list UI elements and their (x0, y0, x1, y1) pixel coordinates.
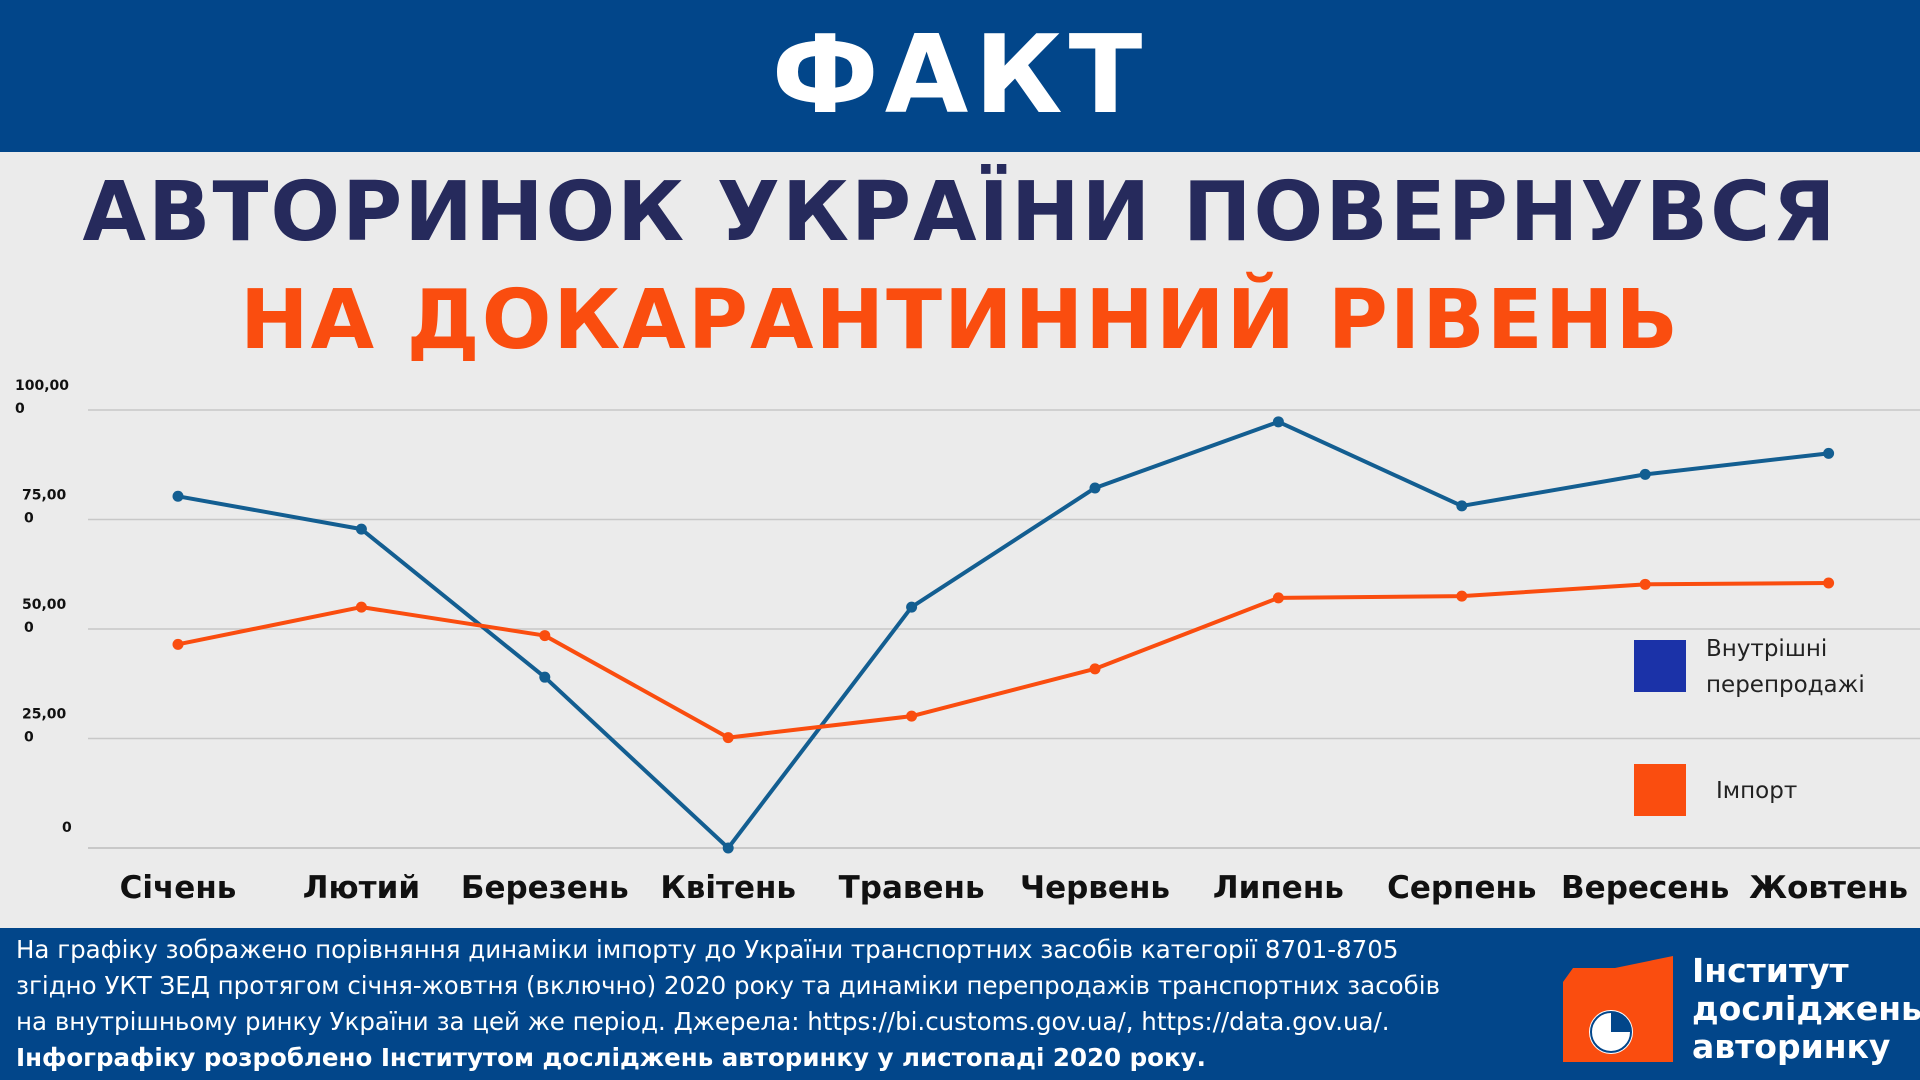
x-tick-label-6: Липень (1213, 870, 1344, 906)
series-0-point-2 (539, 671, 551, 683)
series-1-point-0 (172, 638, 184, 650)
series-0-point-1 (355, 523, 367, 535)
note-line-2: згідно УКТ ЗЕД протягом січня-жовтня (вк… (16, 971, 1441, 1000)
x-tick-label-5: Червень (1020, 870, 1170, 906)
series-0-point-3 (722, 842, 734, 854)
series-0-point-9 (1823, 447, 1835, 459)
x-tick-label-2: Березень (461, 870, 629, 906)
series-line-1 (177, 581, 1829, 740)
legend-swatch-0 (1634, 640, 1686, 692)
footer: На графіку зображено порівняння динаміки… (0, 928, 1920, 1080)
footer-note: На графіку зображено порівняння динаміки… (16, 932, 1546, 1076)
y-tick-label-1: 25,00 (22, 707, 67, 723)
series-1-point-4 (906, 710, 918, 722)
y-tick-label-0-b: 0 (62, 820, 72, 836)
series-0-point-8 (1639, 468, 1651, 480)
series-0-point-6 (1272, 416, 1284, 428)
series-1-point-5 (1089, 663, 1101, 675)
x-tick-label-7: Серпень (1387, 870, 1536, 906)
series-0-point-5 (1089, 482, 1101, 494)
top-banner: ФАКТ (0, 0, 1920, 152)
x-tick-label-3: Квітень (660, 870, 796, 906)
note-line-3: на внутрішньому ринку України за цей же … (16, 1007, 1390, 1036)
y-tick-label-4: 100,00 (15, 378, 69, 394)
series-1-point-3 (722, 732, 734, 744)
logo-text: Інститут досліджень авторинку (1692, 952, 1920, 1066)
legend-label-1-0: Імпорт (1716, 778, 1797, 804)
series-line-0 (177, 419, 1829, 850)
line-chart: 0 25,00 0 50,00 0 75,00 0 100,00 0 Січень Лютий Бер… (15, 378, 1920, 906)
y-tick-label-3: 75,00 (22, 488, 67, 504)
note-line-1: На графіку зображено порівняння динаміки… (16, 935, 1399, 964)
y-tick-label-2-b: 0 (24, 620, 34, 636)
x-tick-label-8: Вересень (1561, 870, 1729, 906)
series-1-point-9 (1823, 577, 1835, 589)
series-0-point-7 (1456, 500, 1468, 512)
headline-line-2: НА ДОКАРАНТИННИЙ РІВЕНЬ (240, 273, 1680, 368)
legend-label-0-1: перепродажі (1706, 672, 1865, 698)
series-1-point-6 (1272, 592, 1284, 604)
logo-line-2: досліджень (1692, 989, 1920, 1028)
x-tick-label-1: Лютий (303, 870, 420, 906)
legend-swatch-1 (1634, 764, 1686, 816)
series-0-point-4 (906, 601, 918, 613)
x-tick-label-4: Травень (839, 870, 985, 906)
banner-title: ФАКТ (771, 13, 1149, 138)
series-1-point-2 (539, 630, 551, 642)
logo-line-3: авторинку (1692, 1027, 1891, 1066)
x-tick-label-9: Жовтень (1749, 870, 1908, 906)
x-tick-label-0: Січень (120, 870, 237, 906)
y-tick-label-3-b: 0 (24, 511, 34, 527)
series-1-point-7 (1456, 590, 1468, 602)
institute-logo-icon (1563, 956, 1673, 1062)
y-tick-label-1-b: 0 (24, 730, 34, 746)
legend-label-0-0: Внутрішні (1706, 636, 1827, 662)
credit-line: Інфографіку розроблено Інститутом дослід… (16, 1043, 1206, 1072)
y-tick-label-2: 50,00 (22, 597, 67, 613)
y-tick-label-4-b: 0 (15, 401, 25, 417)
series-0-point-0 (172, 490, 184, 502)
series-1-point-1 (355, 601, 367, 613)
logo-line-1: Інститут (1692, 951, 1849, 990)
headline-line-1: АВТОРИНОК УКРАЇНИ ПОВЕРНУВСЯ (82, 165, 1838, 260)
series-1-point-8 (1639, 578, 1651, 590)
